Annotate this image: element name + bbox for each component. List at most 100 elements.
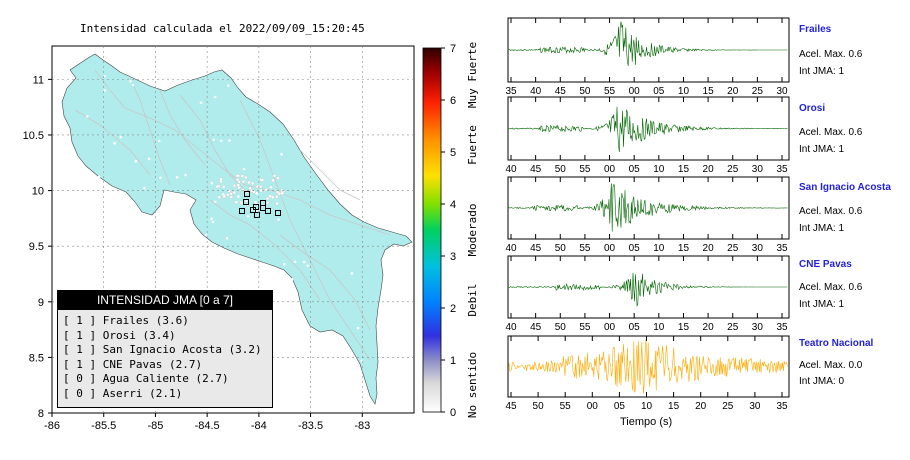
town-dot (225, 236, 229, 240)
trace-tick-label: 20 (703, 243, 715, 254)
town-dot (237, 180, 241, 184)
town-dot (119, 135, 123, 139)
town-dot (143, 186, 146, 190)
town-dot (277, 191, 282, 196)
town-dot (235, 178, 240, 182)
colorbar-tick-label: 0 (450, 407, 456, 419)
lon-tick-label: -85.5 (91, 420, 116, 432)
town-dot (113, 141, 116, 145)
town-dot (250, 181, 255, 186)
town-dot (290, 278, 294, 281)
trace-tick-label: 15 (668, 401, 680, 412)
town-dot (219, 139, 223, 143)
map-title: Intensidad calculada el 2022/09/09_15:20… (80, 22, 365, 35)
town-dot (255, 191, 259, 195)
town-dot (245, 75, 248, 79)
town-dot (314, 343, 318, 346)
town-dot (271, 178, 275, 183)
trace-tick-label: 10 (653, 322, 665, 333)
legend-row: [ 0 ] Agua Caliente (2.7) (63, 372, 229, 385)
town-dot (210, 217, 213, 221)
town-dot (204, 233, 208, 237)
legend-title: INTENSIDAD JMA [0 a 7] (58, 291, 272, 310)
town-dot (228, 139, 231, 142)
station-marker (239, 208, 245, 214)
town-dot (199, 101, 203, 105)
colorbar-tick-label: 4 (450, 199, 456, 211)
waveform-panels: 35 40 45 50 55 00 05 10 15 20 25 30 40 45 50 55 00 05 10 15… (505, 17, 790, 412)
trace-tick-label: 40 (530, 86, 542, 97)
town-dot (302, 260, 306, 264)
trace-accel: Acel. Max. 0.6 (799, 49, 863, 60)
town-dot (315, 109, 319, 113)
colorbar-labels: No sentido Debil Moderado Fuerte Muy Fuerte (466, 42, 479, 418)
town-dot (256, 184, 260, 189)
trace-tick-label: 25 (722, 401, 734, 412)
town-dot (211, 220, 215, 224)
trace-tick-label: 05 (629, 322, 641, 333)
station-marker (250, 207, 256, 213)
colorbar-category-label: Muy Fuerte (466, 42, 479, 108)
town-dot (306, 264, 309, 268)
trace-tick-label: 35 (776, 322, 788, 333)
town-dot (247, 180, 251, 185)
waveform-trace (508, 21, 788, 67)
town-dot (277, 218, 280, 221)
town-dot (128, 68, 131, 72)
trace-accel: Acel. Max. 0.6 (799, 127, 863, 138)
lat-tick-label: 11 (33, 74, 44, 86)
town-dot (259, 189, 263, 192)
town-dot (365, 125, 369, 129)
trace-tick-label: 05 (629, 164, 641, 175)
trace-tick-label: 25 (752, 86, 764, 97)
town-dot (280, 116, 283, 119)
trace-tick-label: 55 (560, 401, 572, 412)
trace-tick-label: 15 (678, 322, 690, 333)
town-dot (241, 180, 245, 184)
colorbar-tick-label: 7 (450, 43, 456, 55)
trace-tick-label: 05 (614, 401, 626, 412)
legend-row: [ 0 ] Aserri (2.1) (63, 386, 183, 400)
station-marker (243, 199, 249, 205)
trace-tick-label: 40 (505, 322, 517, 333)
waveform-trace (508, 272, 788, 307)
town-dot (212, 138, 215, 142)
trace-tick-label: 35 (776, 401, 788, 412)
town-dot (147, 157, 151, 161)
trace-tick-label: 45 (530, 164, 542, 175)
latitude-axis: 11 10.5 10 9.5 9 8.5 8 (23, 74, 52, 420)
colorbar-tick-label: 6 (450, 95, 456, 107)
town-dot (276, 329, 280, 333)
trace-tick-label: 55 (579, 243, 591, 254)
town-dot (280, 191, 284, 195)
trace-tick-label: 50 (533, 401, 545, 412)
town-dot (284, 289, 288, 293)
trace-jma: Int JMA: 1 (799, 223, 845, 234)
lat-tick-label: 10 (32, 186, 44, 198)
trace-tick-label: 20 (727, 86, 739, 97)
map-frame (51, 45, 415, 414)
trace-tick-label: 10 (678, 86, 690, 97)
trace-jma: Int JMA: 0 (799, 376, 845, 387)
town-dot (134, 159, 138, 163)
trace-station-name: Orosi (799, 103, 826, 114)
town-dot (347, 148, 351, 151)
trace-station-name: Frailes (799, 24, 832, 35)
trace-tick-label: 30 (776, 86, 788, 97)
station-marker (254, 212, 260, 218)
colorbar-ticks: 0 1 2 3 4 5 6 7 (441, 43, 456, 419)
town-dot (232, 183, 236, 188)
trace-tick-label: 20 (703, 322, 715, 333)
town-dot (226, 84, 230, 87)
town-dot (236, 174, 240, 178)
waveform-trace (508, 339, 788, 394)
lat-tick-label: 8 (38, 408, 44, 420)
town-dot (129, 79, 132, 83)
trace-tick-label: 25 (727, 322, 739, 333)
town-dot (114, 201, 118, 205)
trace-tick-label: 20 (703, 164, 715, 175)
town-dot (92, 192, 96, 195)
trace-tick-label: 40 (505, 164, 517, 175)
trace-tick-label: 10 (653, 164, 665, 175)
